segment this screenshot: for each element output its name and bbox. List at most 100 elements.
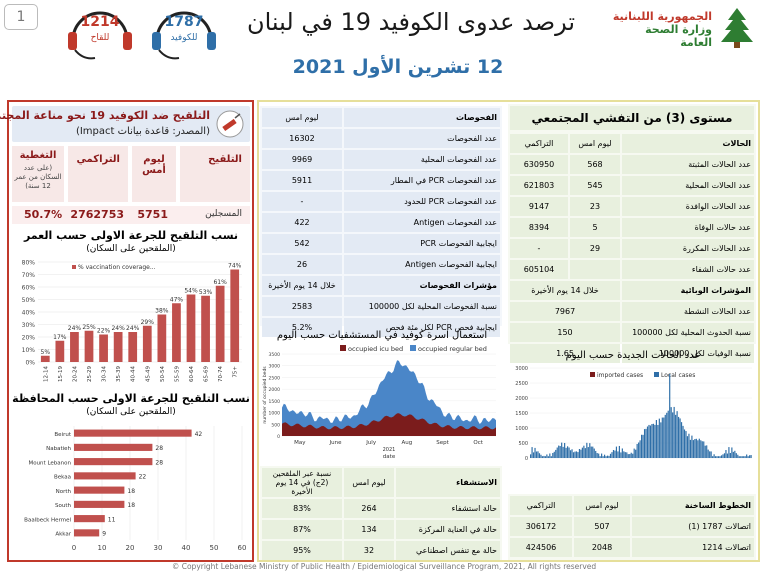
chart-bar (740, 456, 742, 458)
chart-bar (74, 486, 125, 494)
testing-value: 5911 (262, 171, 342, 190)
chart-bar (624, 452, 626, 458)
headset-icon (68, 11, 132, 60)
cedar-logo-icon (721, 8, 753, 48)
testing-label: عدد الفحوصات Antigen (344, 213, 500, 232)
chart-bar (535, 451, 538, 458)
chart-bar (672, 412, 674, 458)
x-tick-label: 15-19 (58, 366, 64, 382)
chart-bar (608, 455, 610, 458)
community-cumulative: 8394 (510, 218, 568, 237)
x-tick-label: 0 (72, 544, 76, 552)
table-row: 424506 2048 اتصالات 1214 (510, 538, 754, 557)
y-tick-label: 2500 (269, 375, 281, 381)
chart-bar (700, 440, 702, 458)
chart-bar (660, 422, 662, 458)
y-tick-label: 3000 (269, 364, 281, 370)
chart-bar (598, 453, 600, 458)
testing-value: 26 (262, 255, 342, 274)
chart-bar (586, 442, 588, 458)
testing-value: - (262, 192, 342, 211)
x-tick-label: 10 (98, 544, 107, 552)
governorate-coverage-chart: 0 10 20 30 40 50 60 42 Beirut 28 Nabatieh 28 Mount L… (24, 426, 246, 552)
data-label: 22 (139, 474, 147, 481)
registered-coverage: 50.7% (24, 208, 63, 221)
y-tick-label: 3000 (515, 366, 528, 372)
chart-bar (728, 447, 730, 458)
chart-bar (620, 452, 622, 458)
testing-indicator-value: 2583 (262, 297, 342, 316)
chart-bar (713, 454, 715, 458)
hotline-col-yesterday: ليوم امس (574, 496, 630, 515)
chart-bar (712, 456, 714, 458)
legend-swatch (72, 265, 76, 269)
series-area (282, 413, 496, 436)
chart-bar (540, 454, 542, 458)
col-coverage: التغطية (19, 150, 57, 161)
chart-bar (669, 374, 671, 458)
community-cumulative: - (510, 239, 568, 258)
chart-bar (128, 332, 138, 362)
chart-bar (172, 303, 181, 362)
community-indicator-col: خلال 14 يوم الأخيرة (510, 281, 620, 300)
chart-bar (564, 442, 566, 458)
y-tick-label: 3500 (269, 352, 281, 358)
community-cumulative: 630950 (510, 155, 568, 174)
testing-panel: ليوم امس الفحوصات 16302 عدد الفحوصات 9969… (260, 106, 502, 337)
table-row: 306172 507 اتصالات 1787 (1) (510, 517, 754, 536)
chart-bar (587, 447, 589, 458)
copyright-footer: © Copyright Lebanese Ministry of Public … (171, 562, 597, 571)
chart-bar (746, 454, 748, 458)
testing-indicator-title: مؤشرات الفحوصات (344, 276, 500, 295)
community-cumulative: 605104 (510, 260, 568, 279)
hosp-pct: 87% (262, 520, 342, 539)
page-number: 1 (4, 4, 38, 30)
col-cumulative: التراكمي (76, 154, 120, 165)
chart-bar (571, 449, 573, 458)
chart-bar (685, 431, 687, 458)
hotline-1787-badge: 1787 للكوفيد (150, 8, 218, 60)
legend-label: Local cases (661, 372, 695, 379)
page-title: ترصد عدوى الكوفيد 19 في لبنان (246, 8, 576, 36)
chart-bar (601, 453, 603, 458)
legend-swatch (654, 372, 659, 377)
data-label: 28 (155, 445, 163, 452)
y-axis-label: number of occupied beds (262, 366, 268, 424)
chart-bar (735, 453, 737, 458)
chart-bar (186, 294, 196, 362)
x-tick-label: 40-44 (131, 366, 137, 382)
y-tick-label: 1000 (269, 411, 281, 417)
chart-bar (651, 424, 653, 458)
chart-bar (732, 451, 734, 458)
chart-bar (709, 451, 711, 458)
chart-bar (667, 410, 669, 458)
y-tick-label: 1000 (515, 426, 528, 432)
governorate-chart-subtitle: (الملقحين على السكان) (86, 407, 176, 417)
vaccination-source: (المصدر: قاعدة بيانات Impact) (75, 126, 210, 137)
chart-bar (618, 445, 620, 458)
chart-bar (74, 443, 153, 451)
testing-col-title: الفحوصات (344, 108, 500, 127)
chart-bar (74, 458, 153, 466)
chart-bar (74, 472, 136, 480)
chart-bar (642, 434, 644, 458)
chart-bar (723, 453, 726, 458)
community-col-cases: الحالات (622, 134, 754, 153)
table-row: 605104 عدد حالات الشفاء (510, 260, 754, 279)
testing-indicator-label: ايجابية فحص PCR لكل مئة فحص (344, 318, 500, 337)
data-label: 47% (170, 296, 184, 303)
headset-icon (152, 11, 216, 60)
y-tick-label: 500 (518, 441, 528, 447)
chart-bar (717, 456, 720, 458)
legend-swatch (410, 345, 416, 351)
chart-bar (547, 456, 549, 458)
y-tick-label: Bekaa (54, 475, 71, 481)
x-tick-label: 20 (126, 544, 135, 552)
chart-bar (113, 332, 123, 362)
chart-bar (632, 453, 634, 458)
community-label: عدد حالات الوفاة (622, 218, 754, 237)
hotline-col-title: الخطوط الساخنة (632, 496, 754, 515)
chart-bar (74, 515, 105, 523)
community-cumulative: 621803 (510, 176, 568, 195)
y-tick-label: 2500 (515, 381, 528, 387)
